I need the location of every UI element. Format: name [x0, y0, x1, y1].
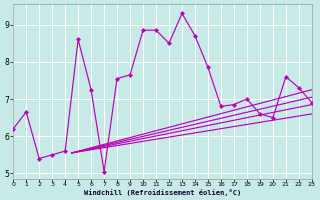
- X-axis label: Windchill (Refroidissement éolien,°C): Windchill (Refroidissement éolien,°C): [84, 189, 241, 196]
